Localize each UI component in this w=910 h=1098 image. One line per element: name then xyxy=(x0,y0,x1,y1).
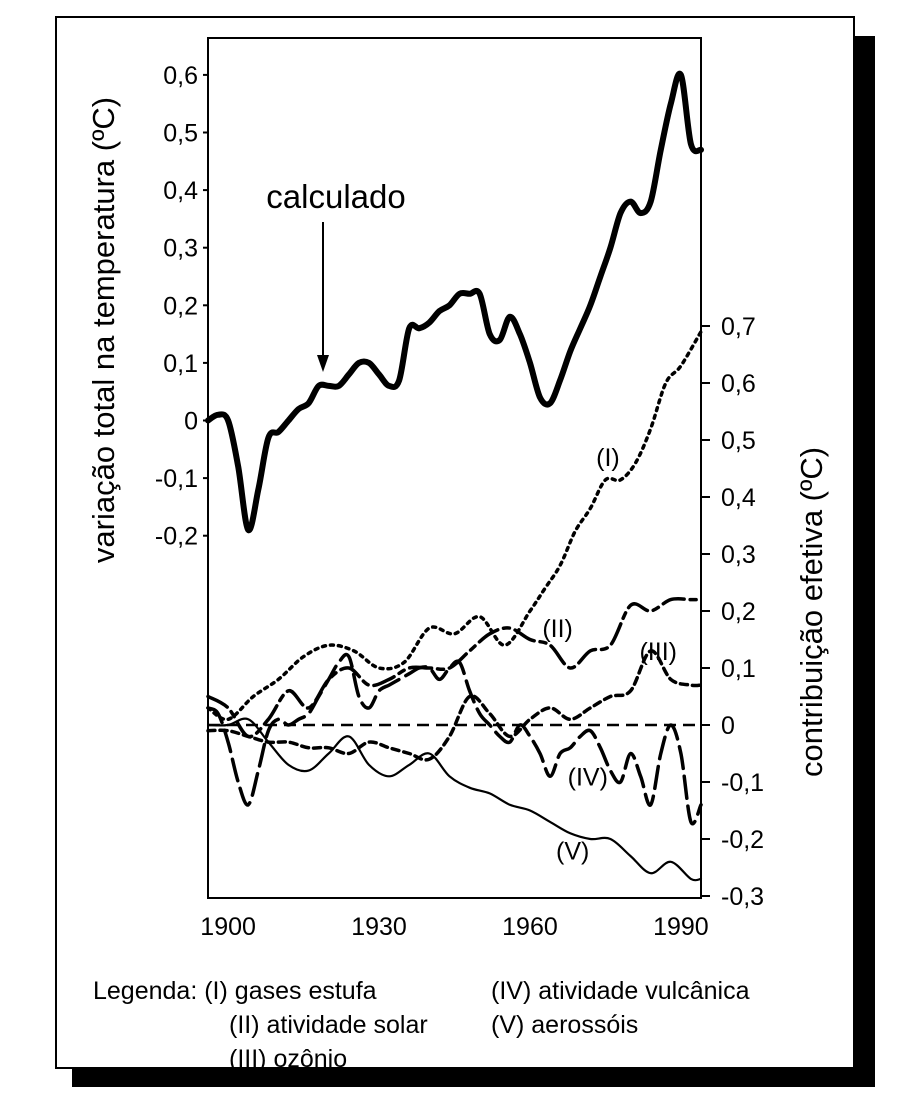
legend-key-II: (II) xyxy=(229,1011,260,1039)
series-labels: (I) (II) (III) (IV) (V) xyxy=(542,444,677,865)
right-tick-label: 0,6 xyxy=(721,370,756,398)
left-tick-label: 0 xyxy=(184,408,198,436)
plot-area xyxy=(207,37,702,899)
right-tick-label: 0,2 xyxy=(721,598,756,626)
legend-text-III: ozônio xyxy=(273,1045,348,1073)
left-tick-label: 0,1 xyxy=(163,350,198,378)
series-label: (IV) xyxy=(568,763,608,791)
left-tick-label: 0,4 xyxy=(163,177,198,205)
legend-cell-2: (II) atividade solar xyxy=(93,1008,491,1042)
legend-text-V: aerossóis xyxy=(531,1011,639,1039)
series-line-calculado xyxy=(205,70,704,533)
left-tick-label: 0,2 xyxy=(163,292,198,320)
annotation: calculado xyxy=(266,178,406,372)
x-tick-label: 1930 xyxy=(351,913,407,941)
right-tick-label: 0,1 xyxy=(721,655,756,683)
legend-text-IV: atividade vulcânica xyxy=(538,977,750,1005)
left-axis-title: variação total na temperatura (ºC) xyxy=(86,97,121,563)
legend-text-I: gases estufa xyxy=(234,977,377,1005)
legend-key-III: (III) xyxy=(229,1045,267,1073)
series-layer xyxy=(205,70,704,882)
legend-cell-1: Legenda: (I) gases estufa xyxy=(93,974,491,1008)
series-label: (III) xyxy=(639,638,677,666)
left-tick-label: 0,3 xyxy=(163,235,198,263)
series-line-gases-estufa xyxy=(206,329,703,722)
right-tick-label: -0,1 xyxy=(721,769,764,797)
right-tick-label: -0,3 xyxy=(721,883,764,911)
legend-cell-5: (V) aerossóis xyxy=(491,1008,638,1042)
right-tick-label: 0,3 xyxy=(721,541,756,569)
x-tick-label: 1990 xyxy=(653,913,709,941)
series-label: (V) xyxy=(556,837,589,865)
series-label: (I) xyxy=(596,444,620,472)
legend-title: Legenda: xyxy=(93,977,198,1005)
right-tick-label: 0,4 xyxy=(721,484,756,512)
series-label: (II) xyxy=(542,615,573,643)
series-line-atividade-vulcanica xyxy=(206,652,703,826)
left-tick-label: 0,6 xyxy=(163,62,198,90)
right-tick-label: 0,5 xyxy=(721,427,756,455)
left-axis: 0,6 0,5 0,4 0,3 0,2 0,1 0 -0,1 -0,2 xyxy=(155,62,208,551)
right-tick-label: -0,2 xyxy=(721,826,764,854)
series-line-ozonio xyxy=(206,649,703,762)
legend: Legenda: (I) gases estufa (IV) atividade… xyxy=(93,974,749,1076)
x-tick-label: 1900 xyxy=(200,913,256,941)
legend-row-1: Legenda: (I) gases estufa (IV) atividade… xyxy=(93,974,749,1008)
right-axis-title: contribuição efetiva (ºC) xyxy=(794,447,829,777)
x-axis: 1900 1930 1960 1990 xyxy=(200,913,708,941)
legend-cell-3: (III) ozônio xyxy=(93,1042,491,1076)
left-tick-label: 0,5 xyxy=(163,120,198,148)
legend-row-2: (II) atividade solar (V) aerossóis xyxy=(93,1008,749,1042)
left-tick-label: -0,2 xyxy=(155,523,198,551)
annotation-calculado: calculado xyxy=(266,178,405,215)
legend-key-I: (I) xyxy=(204,977,228,1005)
legend-text-II: atividade solar xyxy=(266,1011,428,1039)
figure-frame xyxy=(55,16,855,1069)
annotation-arrow-head xyxy=(317,355,329,372)
right-axis: 0,7 0,6 0,5 0,4 0,3 0,2 0,1 0 -0,1 -0,2 -0,3 xyxy=(701,313,764,911)
legend-row-3: (III) ozônio xyxy=(93,1042,749,1076)
series-line-aerossois xyxy=(206,717,703,882)
series-line-atividade-solar xyxy=(206,597,703,739)
right-tick-label: 0 xyxy=(721,712,735,740)
left-tick-label: -0,1 xyxy=(155,465,198,493)
legend-key-V: (V) xyxy=(491,1011,525,1039)
legend-key-IV: (IV) xyxy=(491,977,532,1005)
legend-cell-4: (IV) atividade vulcânica xyxy=(491,974,749,1008)
x-tick-label: 1960 xyxy=(502,913,558,941)
right-tick-label: 0,7 xyxy=(721,313,756,341)
